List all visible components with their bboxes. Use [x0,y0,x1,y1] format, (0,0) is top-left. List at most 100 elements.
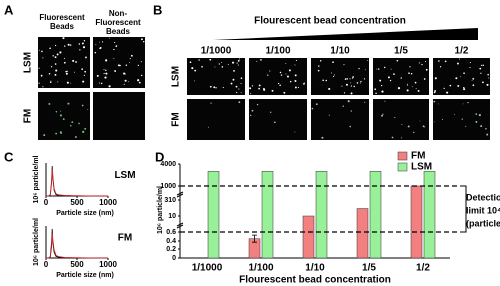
speckle [421,63,423,66]
micrograph [249,99,307,140]
legend-label: FM [411,151,425,162]
speckle [198,59,200,61]
speckle [347,100,350,103]
speckle [471,80,473,81]
speckle [350,82,352,84]
column-header: 1/10 [330,46,350,57]
speckle [390,68,392,70]
speckle [271,89,274,92]
speckle [322,79,324,82]
speckle [38,82,40,84]
micrograph [187,99,245,140]
speckle [434,90,437,92]
speckle [364,69,366,71]
speckle [318,65,320,67]
speckle [454,114,455,116]
x-tick-label: 500 [70,198,84,207]
speckle [55,110,58,113]
speckle [419,120,421,122]
speckle [65,72,68,75]
speckle [71,121,74,124]
speckle [191,67,194,70]
speckle [123,83,125,85]
speckle [105,69,107,72]
speckle [209,85,212,88]
column-header: Beads [106,27,131,36]
speckle [256,60,258,62]
row-label: FM [23,109,34,123]
gradient-title: Flourescent bead concentration [254,16,406,27]
micrograph [187,58,245,95]
speckle [251,85,254,87]
annotation: Detection [466,192,500,202]
legend-swatch [397,162,408,172]
speckle [232,78,235,81]
y-tick-label: 0.4 [166,238,176,245]
speckle [285,73,287,75]
y-tick-label: 1000 [160,183,176,190]
speckle [79,49,81,51]
speckle [480,72,482,74]
micrograph [311,99,369,140]
column-header: Fluorescent [95,18,141,27]
speckle [100,82,103,85]
column-header: Fluorescent [39,13,85,22]
speckle [189,61,192,64]
speckle [352,76,354,78]
speckle [401,124,403,126]
speckle [443,87,445,89]
speckle [238,88,240,90]
speckle [54,63,57,65]
speckle [315,103,318,106]
speckle [256,103,259,106]
row-label: LSM [171,66,182,87]
speckle [341,85,343,87]
bar [423,171,436,259]
speckle [267,74,269,76]
y-tick-label: 310 [164,197,176,204]
row-label: LSM [23,52,34,73]
speckle [38,67,40,69]
speckle [433,100,436,103]
speckle [294,74,297,77]
speckle [74,135,77,138]
speckle [56,53,59,56]
speckle [444,60,447,63]
speckle [105,59,108,62]
speckle [240,82,242,85]
speckle [240,77,243,79]
speckle [52,55,54,57]
speckle [143,40,145,43]
speckle [125,64,128,66]
speckle [383,66,386,69]
speckle [101,41,104,43]
panel-label: D [155,149,164,164]
speckle [95,44,97,46]
legend-label: LSM [411,162,432,173]
speckle [237,59,240,62]
x-tick-label: 1/10 [305,263,325,274]
speckle [463,88,466,91]
speckle [311,107,314,110]
speckle [350,92,353,95]
speckle [138,81,141,84]
speckle [294,86,297,89]
speckle [73,71,75,73]
speckle [378,68,380,70]
speckle [232,61,235,64]
y-tick-label: 0 [172,255,176,262]
speckle [82,130,85,133]
gradient-wedge [213,28,478,40]
speckle [129,58,131,60]
bar [369,171,382,259]
bar [261,171,274,259]
speckle [279,84,281,87]
speckle [137,79,140,82]
speckle [353,85,355,88]
speckle [237,64,239,66]
speckle [459,76,461,78]
speckle [83,74,85,76]
speckle [65,70,67,73]
annotation: limit 10⁴-10⁸ [466,205,500,215]
